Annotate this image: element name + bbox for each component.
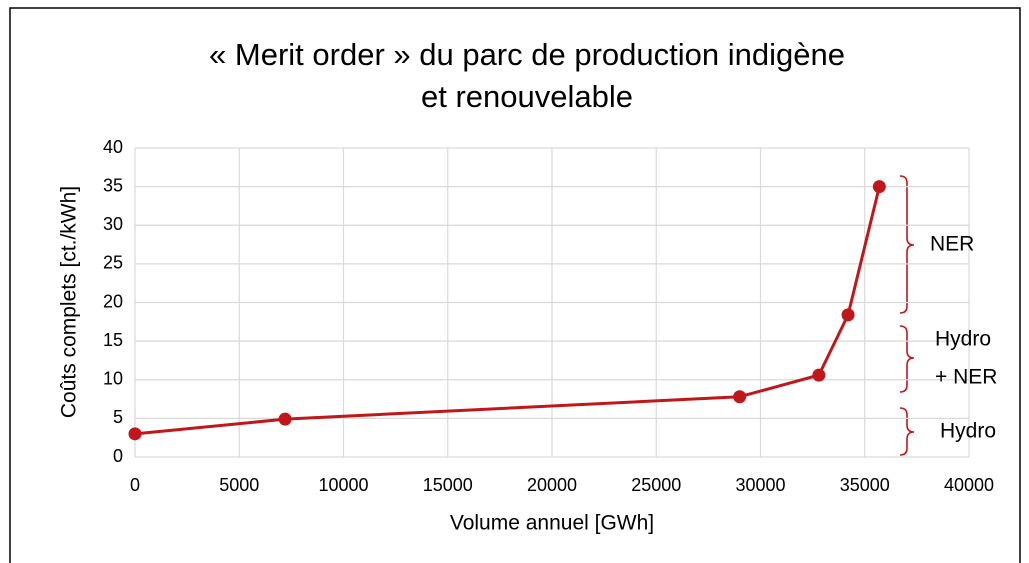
y-tick-label: 0 xyxy=(113,446,123,466)
x-tick-label: 30000 xyxy=(735,475,785,495)
x-tick-label: 5000 xyxy=(219,475,259,495)
frame xyxy=(9,7,1021,563)
y-tick-label: 30 xyxy=(103,214,123,234)
brace xyxy=(899,407,915,456)
chart-title: « Merit order » du parc de production in… xyxy=(209,37,845,72)
annotation: Hydro xyxy=(940,420,996,443)
x-tick-label: 10000 xyxy=(318,475,368,495)
brace xyxy=(899,175,915,314)
y-tick-label: 35 xyxy=(103,175,123,195)
annotation: + NER xyxy=(935,366,997,389)
data-point xyxy=(812,368,826,382)
x-tick-label: 0 xyxy=(130,475,140,495)
data-point xyxy=(872,180,886,194)
data-point xyxy=(841,308,855,322)
data-point xyxy=(278,412,292,426)
y-tick-label: 20 xyxy=(103,291,123,311)
y-tick-label: 15 xyxy=(103,330,123,350)
y-axis-label: Coûts complets [ct./kWh] xyxy=(58,186,81,418)
y-tick-label: 25 xyxy=(103,253,123,273)
x-tick-label: 40000 xyxy=(944,475,994,495)
brace xyxy=(899,325,915,393)
y-tick-label: 5 xyxy=(113,407,123,427)
annotation: Hydro xyxy=(935,328,991,351)
annotation: NER xyxy=(930,233,974,256)
x-tick-label: 25000 xyxy=(631,475,681,495)
x-axis-label: Volume annuel [GWh] xyxy=(450,512,654,535)
chart-title: et renouvelable xyxy=(421,79,633,114)
y-tick-label: 10 xyxy=(103,369,123,389)
data-line xyxy=(134,186,881,436)
data-point xyxy=(128,427,142,441)
x-tick-label: 35000 xyxy=(840,475,890,495)
x-tick-label: 15000 xyxy=(423,475,473,495)
x-tick-label: 20000 xyxy=(527,475,577,495)
y-tick-label: 40 xyxy=(103,137,123,157)
data-point xyxy=(733,390,747,404)
